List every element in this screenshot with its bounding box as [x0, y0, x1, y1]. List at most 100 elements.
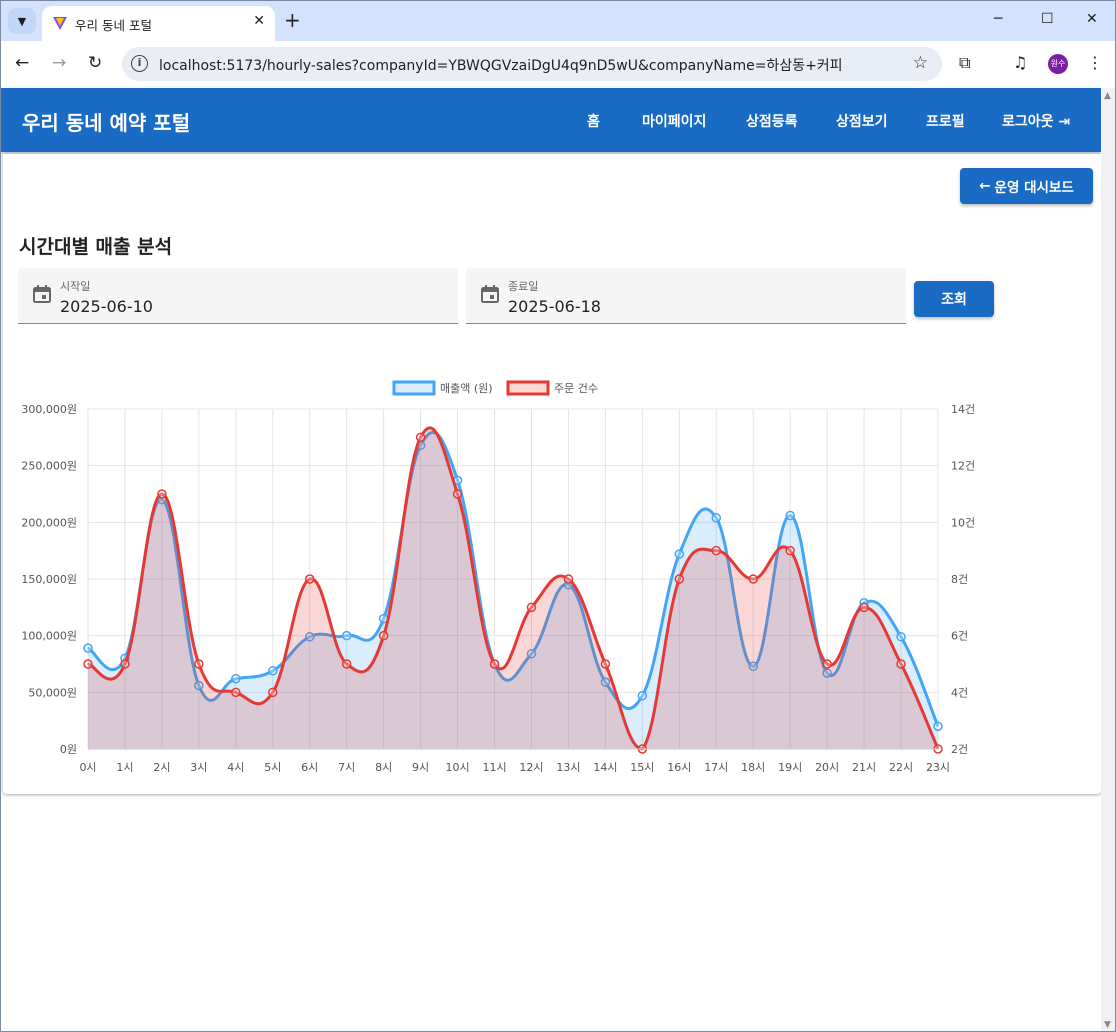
data-point: [896, 659, 906, 669]
data-point: [378, 630, 389, 641]
legend-label: 매출액 (원): [440, 382, 493, 395]
data-point: [711, 513, 722, 523]
tab-strip: ▼ 우리 동네 포털 ✕ + ─ ☐ ✕: [1, 1, 1115, 41]
scroll-up-icon[interactable]: ▲: [1104, 91, 1111, 101]
data-point: [452, 489, 463, 499]
x-tick-label: 2시: [153, 761, 170, 774]
data-point: [489, 659, 500, 669]
start-date-value[interactable]: 2025-06-10: [60, 297, 153, 316]
maximize-icon[interactable]: ☐: [1041, 11, 1054, 27]
query-button[interactable]: 조회: [914, 281, 994, 317]
data-point: [231, 687, 241, 698]
x-tick-label: 22시: [889, 761, 913, 774]
tab-title: 우리 동네 포털: [75, 18, 152, 33]
data-point: [157, 489, 167, 499]
forward-arrow-icon[interactable]: →: [52, 53, 67, 73]
y-right-tick-label: 6건: [951, 630, 968, 643]
dashboard-back-button[interactable]: ← 운영 대시보드: [960, 168, 1093, 204]
legend-swatch: [392, 380, 436, 396]
y-left-tick-label: 250,000원: [21, 460, 77, 473]
data-point: [785, 510, 795, 521]
data-point: [341, 659, 352, 669]
nav-mypage[interactable]: 마이페이지: [642, 114, 707, 130]
start-date-label: 시작일: [60, 280, 91, 293]
scroll-down-icon[interactable]: ▼: [1104, 1020, 1111, 1030]
x-tick-label: 23시: [926, 761, 950, 774]
data-point: [896, 632, 906, 642]
x-tick-label: 12시: [519, 761, 543, 774]
logout-icon: ⇥: [1058, 114, 1071, 130]
y-right-tick-label: 4건: [951, 686, 968, 699]
data-point: [600, 677, 611, 687]
arrow-left-icon: ←: [979, 178, 991, 194]
media-control-icon[interactable]: ♫: [1013, 53, 1028, 72]
y-right-tick-label: 8건: [951, 573, 968, 586]
data-point: [194, 659, 204, 669]
close-icon[interactable]: ✕: [253, 13, 265, 29]
data-point: [674, 549, 685, 559]
series-line: [87, 426, 940, 751]
data-point: [563, 574, 574, 584]
nav-home[interactable]: 홈: [587, 114, 600, 130]
back-arrow-icon[interactable]: ←: [15, 53, 30, 73]
logout-label: 로그아웃: [1002, 114, 1054, 130]
x-tick-label: 5시: [264, 761, 281, 774]
window-close-icon[interactable]: ✕: [1086, 11, 1098, 27]
calendar-icon: [481, 285, 499, 303]
series-line: [87, 430, 940, 727]
nav-register-store[interactable]: 상점등록: [746, 114, 798, 130]
y-left-tick-label: 50,000원: [28, 686, 77, 699]
bookmark-star-icon[interactable]: ☆: [912, 53, 928, 73]
page-scrollbar[interactable]: ▲ ▼: [1101, 88, 1115, 1031]
data-point: [748, 661, 758, 672]
site-info-icon[interactable]: i: [131, 55, 148, 72]
data-point: [231, 673, 241, 684]
data-point: [526, 602, 537, 613]
data-point: [341, 630, 352, 641]
data-point: [859, 602, 869, 613]
tab-search-button[interactable]: ▼: [8, 8, 36, 34]
x-tick-label: 19시: [778, 761, 802, 774]
url-text[interactable]: localhost:5173/hourly-sales?companyId=YB…: [159, 58, 843, 74]
data-point: [120, 659, 130, 669]
data-point: [194, 680, 204, 691]
x-tick-label: 3시: [190, 761, 207, 774]
y-left-tick-label: 150,000원: [21, 573, 77, 586]
more-menu-icon[interactable]: ⋮: [1087, 53, 1103, 72]
x-tick-label: 6시: [301, 761, 318, 774]
series-area: [88, 432, 938, 749]
back-button-label: 운영 대시보드: [994, 180, 1074, 196]
end-date-value[interactable]: 2025-06-18: [508, 297, 601, 316]
x-tick-label: 8시: [375, 761, 392, 774]
x-tick-label: 7시: [338, 761, 355, 774]
data-point: [83, 659, 93, 669]
data-point: [748, 574, 758, 584]
extensions-icon[interactable]: ⧉: [959, 53, 971, 72]
vite-icon: [53, 17, 67, 30]
page: 우리 동네 예약 포털 홈 마이페이지 상점등록 상점보기 프로필 로그아웃 ⇥…: [1, 88, 1101, 1031]
data-point: [83, 643, 93, 653]
y-left-tick-label: 200,000원: [21, 516, 77, 529]
new-tab-button[interactable]: +: [284, 8, 301, 32]
start-date-field[interactable]: 시작일 2025-06-10: [18, 268, 458, 324]
data-point: [933, 721, 943, 732]
end-date-label: 종료일: [508, 280, 539, 293]
x-tick-label: 20시: [815, 761, 839, 774]
address-bar[interactable]: i localhost:5173/hourly-sales?companyId=…: [122, 47, 942, 81]
data-point: [822, 668, 832, 678]
x-tick-label: 10시: [446, 761, 470, 774]
data-point: [304, 574, 315, 584]
data-point: [637, 690, 648, 701]
active-tab[interactable]: 우리 동네 포털 ✕: [42, 6, 275, 41]
brand-title[interactable]: 우리 동네 예약 포털: [22, 111, 191, 135]
nav-profile[interactable]: 프로필: [926, 114, 965, 130]
avatar[interactable]: 원수: [1048, 54, 1068, 74]
minimize-icon[interactable]: ─: [994, 11, 1003, 27]
data-point: [674, 574, 685, 584]
end-date-field[interactable]: 종료일 2025-06-18: [466, 268, 906, 324]
data-point: [600, 659, 611, 669]
nav-view-store[interactable]: 상점보기: [836, 114, 888, 130]
reload-icon[interactable]: ↻: [88, 53, 103, 73]
nav-logout[interactable]: 로그아웃 ⇥: [1002, 111, 1070, 131]
